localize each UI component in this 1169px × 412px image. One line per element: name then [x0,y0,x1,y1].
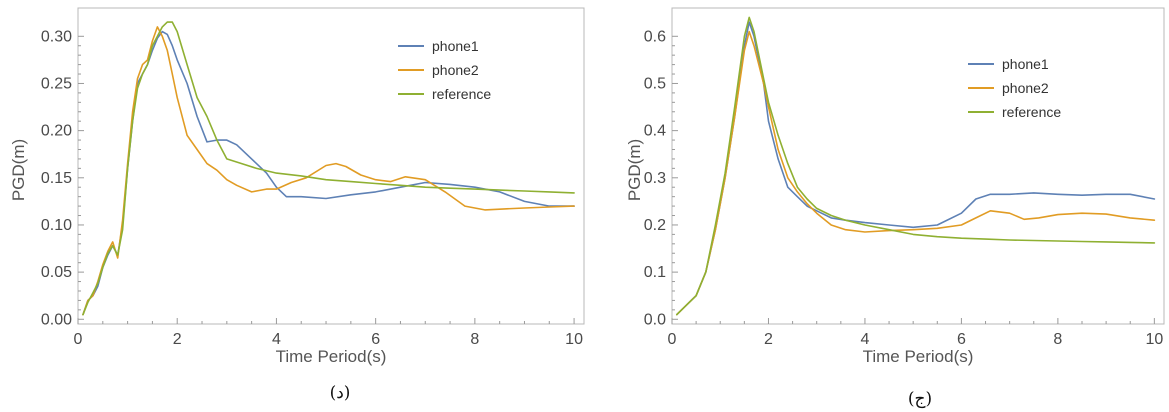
chart-left: 0 2 4 6 8 10 0.00 0.05 0.10 0.15 0.20 0.25 0.30 Time… [9,7,585,403]
plot-frame-right [671,7,1165,325]
legend-right: phone1 phone2 reference [968,56,1061,120]
plot-frame-left [77,7,585,325]
x-tick-label: 8 [470,331,479,348]
ticks-right: 0 2 4 6 8 10 0.0 0.1 0.2 0.3 0.4 0.5 0.6 [644,28,1164,348]
y-tick-label: 0.5 [644,75,666,92]
x-tick-label: 0 [668,331,677,348]
y-tick-label: 0.6 [644,28,666,45]
series-line-phone2 [82,26,575,316]
legend-label-phone1: phone1 [1002,56,1049,72]
y-tick-label: 0.00 [41,311,72,328]
x-axis-label-left: Time Period(s) [276,347,387,366]
series-lines-left [82,21,575,316]
legend-label-reference: reference [432,86,491,102]
series-line-phone1 [82,30,575,316]
x-tick-label: 6 [957,331,966,348]
series-line-reference [82,21,575,316]
series-line-reference [675,16,1156,316]
legend-label-reference: reference [1002,104,1061,120]
y-tick-label: 0.05 [41,264,72,281]
series-lines-right [675,16,1156,316]
y-tick-label: 0.15 [41,170,72,187]
x-tick-label: 10 [565,331,583,348]
legend-label-phone2: phone2 [1002,80,1049,96]
x-tick-label: 4 [272,331,281,348]
x-axis-label-right: Time Period(s) [863,347,974,366]
x-tick-label: 6 [371,331,380,348]
legend-label-phone1: phone1 [432,38,479,54]
x-tick-label: 0 [74,331,83,348]
caption-right: (ج) [908,389,932,409]
y-axis-label-right: PGD(m) [625,139,644,201]
y-tick-label: 0.3 [644,170,666,187]
x-tick-label: 2 [764,331,773,348]
chart-right: 0 2 4 6 8 10 0.0 0.1 0.2 0.3 0.4 0.5 0.6 Time Period… [625,7,1165,409]
legend-label-phone2: phone2 [432,62,479,78]
series-line-phone1 [675,21,1156,316]
y-tick-label: 0.4 [644,123,666,140]
y-axis-label-left: PGD(m) [9,139,28,201]
x-tick-label: 10 [1145,331,1163,348]
x-tick-label: 2 [173,331,182,348]
caption-left: (د) [330,383,351,403]
ticks-left: 0 2 4 6 8 10 0.00 0.05 0.10 0.15 0.20 0.25 0.30 [41,28,583,348]
x-tick-label: 4 [860,331,869,348]
y-tick-label: 0.0 [644,311,666,328]
y-tick-label: 0.10 [41,217,72,234]
y-tick-label: 0.30 [41,28,72,45]
y-tick-label: 0.2 [644,217,666,234]
y-tick-label: 0.25 [41,75,72,92]
legend-left: phone1 phone2 reference [398,38,491,102]
y-tick-label: 0.1 [644,264,666,281]
x-tick-label: 8 [1053,331,1062,348]
y-tick-label: 0.20 [41,123,72,140]
series-line-phone2 [675,30,1156,316]
